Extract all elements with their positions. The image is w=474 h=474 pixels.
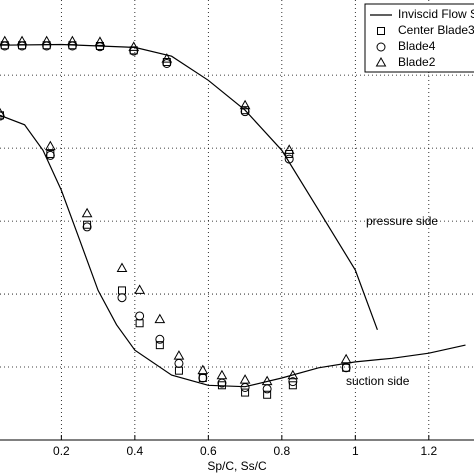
marker <box>155 334 165 344</box>
marker <box>342 363 351 372</box>
marker <box>174 358 184 368</box>
marker <box>288 377 298 387</box>
marker <box>0 107 6 118</box>
marker <box>116 262 128 273</box>
marker <box>134 284 145 294</box>
marker <box>287 369 299 380</box>
marker <box>154 313 166 324</box>
x-tick-label: 0.6 <box>200 444 217 458</box>
line <box>0 43 466 388</box>
marker <box>155 341 164 350</box>
marker <box>340 353 352 364</box>
annotation: pressure side <box>366 214 438 228</box>
marker <box>42 41 52 51</box>
marker <box>117 293 127 303</box>
marker <box>161 53 173 63</box>
marker <box>240 382 250 392</box>
marker <box>129 46 139 56</box>
marker <box>83 220 92 229</box>
marker <box>0 41 10 51</box>
legend-label: Center Blade3 <box>398 23 474 37</box>
marker <box>174 366 183 375</box>
marker <box>67 41 77 51</box>
x-tick-label: 1 <box>352 444 359 458</box>
marker <box>0 35 11 46</box>
marker <box>284 154 294 164</box>
marker <box>45 150 55 160</box>
marker <box>95 42 105 52</box>
marker <box>17 41 27 51</box>
marker <box>240 107 250 117</box>
legend-swatch <box>376 42 386 52</box>
marker <box>285 149 294 158</box>
legend: Inviscid Flow S Center Blade3 Blade4 Blade2 <box>364 3 474 73</box>
legend-label: Inviscid Flow S <box>398 7 474 21</box>
marker <box>117 286 126 295</box>
marker <box>239 99 251 110</box>
marker <box>261 375 273 386</box>
marker <box>67 35 78 46</box>
marker <box>128 41 140 51</box>
x-tick-label: 0.8 <box>273 444 290 458</box>
marker <box>198 373 207 382</box>
marker <box>341 363 351 373</box>
marker <box>198 373 208 383</box>
marker <box>135 311 145 321</box>
marker <box>81 207 93 218</box>
legend-swatch <box>377 27 385 35</box>
marker <box>44 140 56 151</box>
legend-label: Blade2 <box>398 55 436 69</box>
marker <box>197 364 209 375</box>
marker <box>283 144 295 154</box>
marker <box>162 58 172 68</box>
x-tick-label: 0.4 <box>127 444 144 458</box>
annotation: suction side <box>346 374 410 388</box>
marker <box>41 35 53 46</box>
marker <box>173 350 185 360</box>
legend-label: Blade4 <box>398 39 436 53</box>
x-tick-label: 1.2 <box>420 444 437 458</box>
marker <box>288 381 297 390</box>
marker <box>239 374 251 384</box>
marker <box>94 36 106 46</box>
marker <box>241 388 250 397</box>
marker <box>82 222 92 232</box>
marker <box>135 319 144 328</box>
legend-swatch <box>375 56 387 67</box>
marker <box>216 369 228 380</box>
marker <box>263 390 272 399</box>
x-axis-label: Sp/C, Ss/C <box>207 459 267 473</box>
x-tick-label: 0.2 <box>53 444 70 458</box>
marker <box>16 35 28 46</box>
